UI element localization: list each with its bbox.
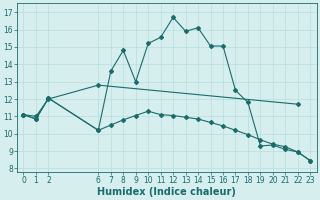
- X-axis label: Humidex (Indice chaleur): Humidex (Indice chaleur): [98, 187, 236, 197]
